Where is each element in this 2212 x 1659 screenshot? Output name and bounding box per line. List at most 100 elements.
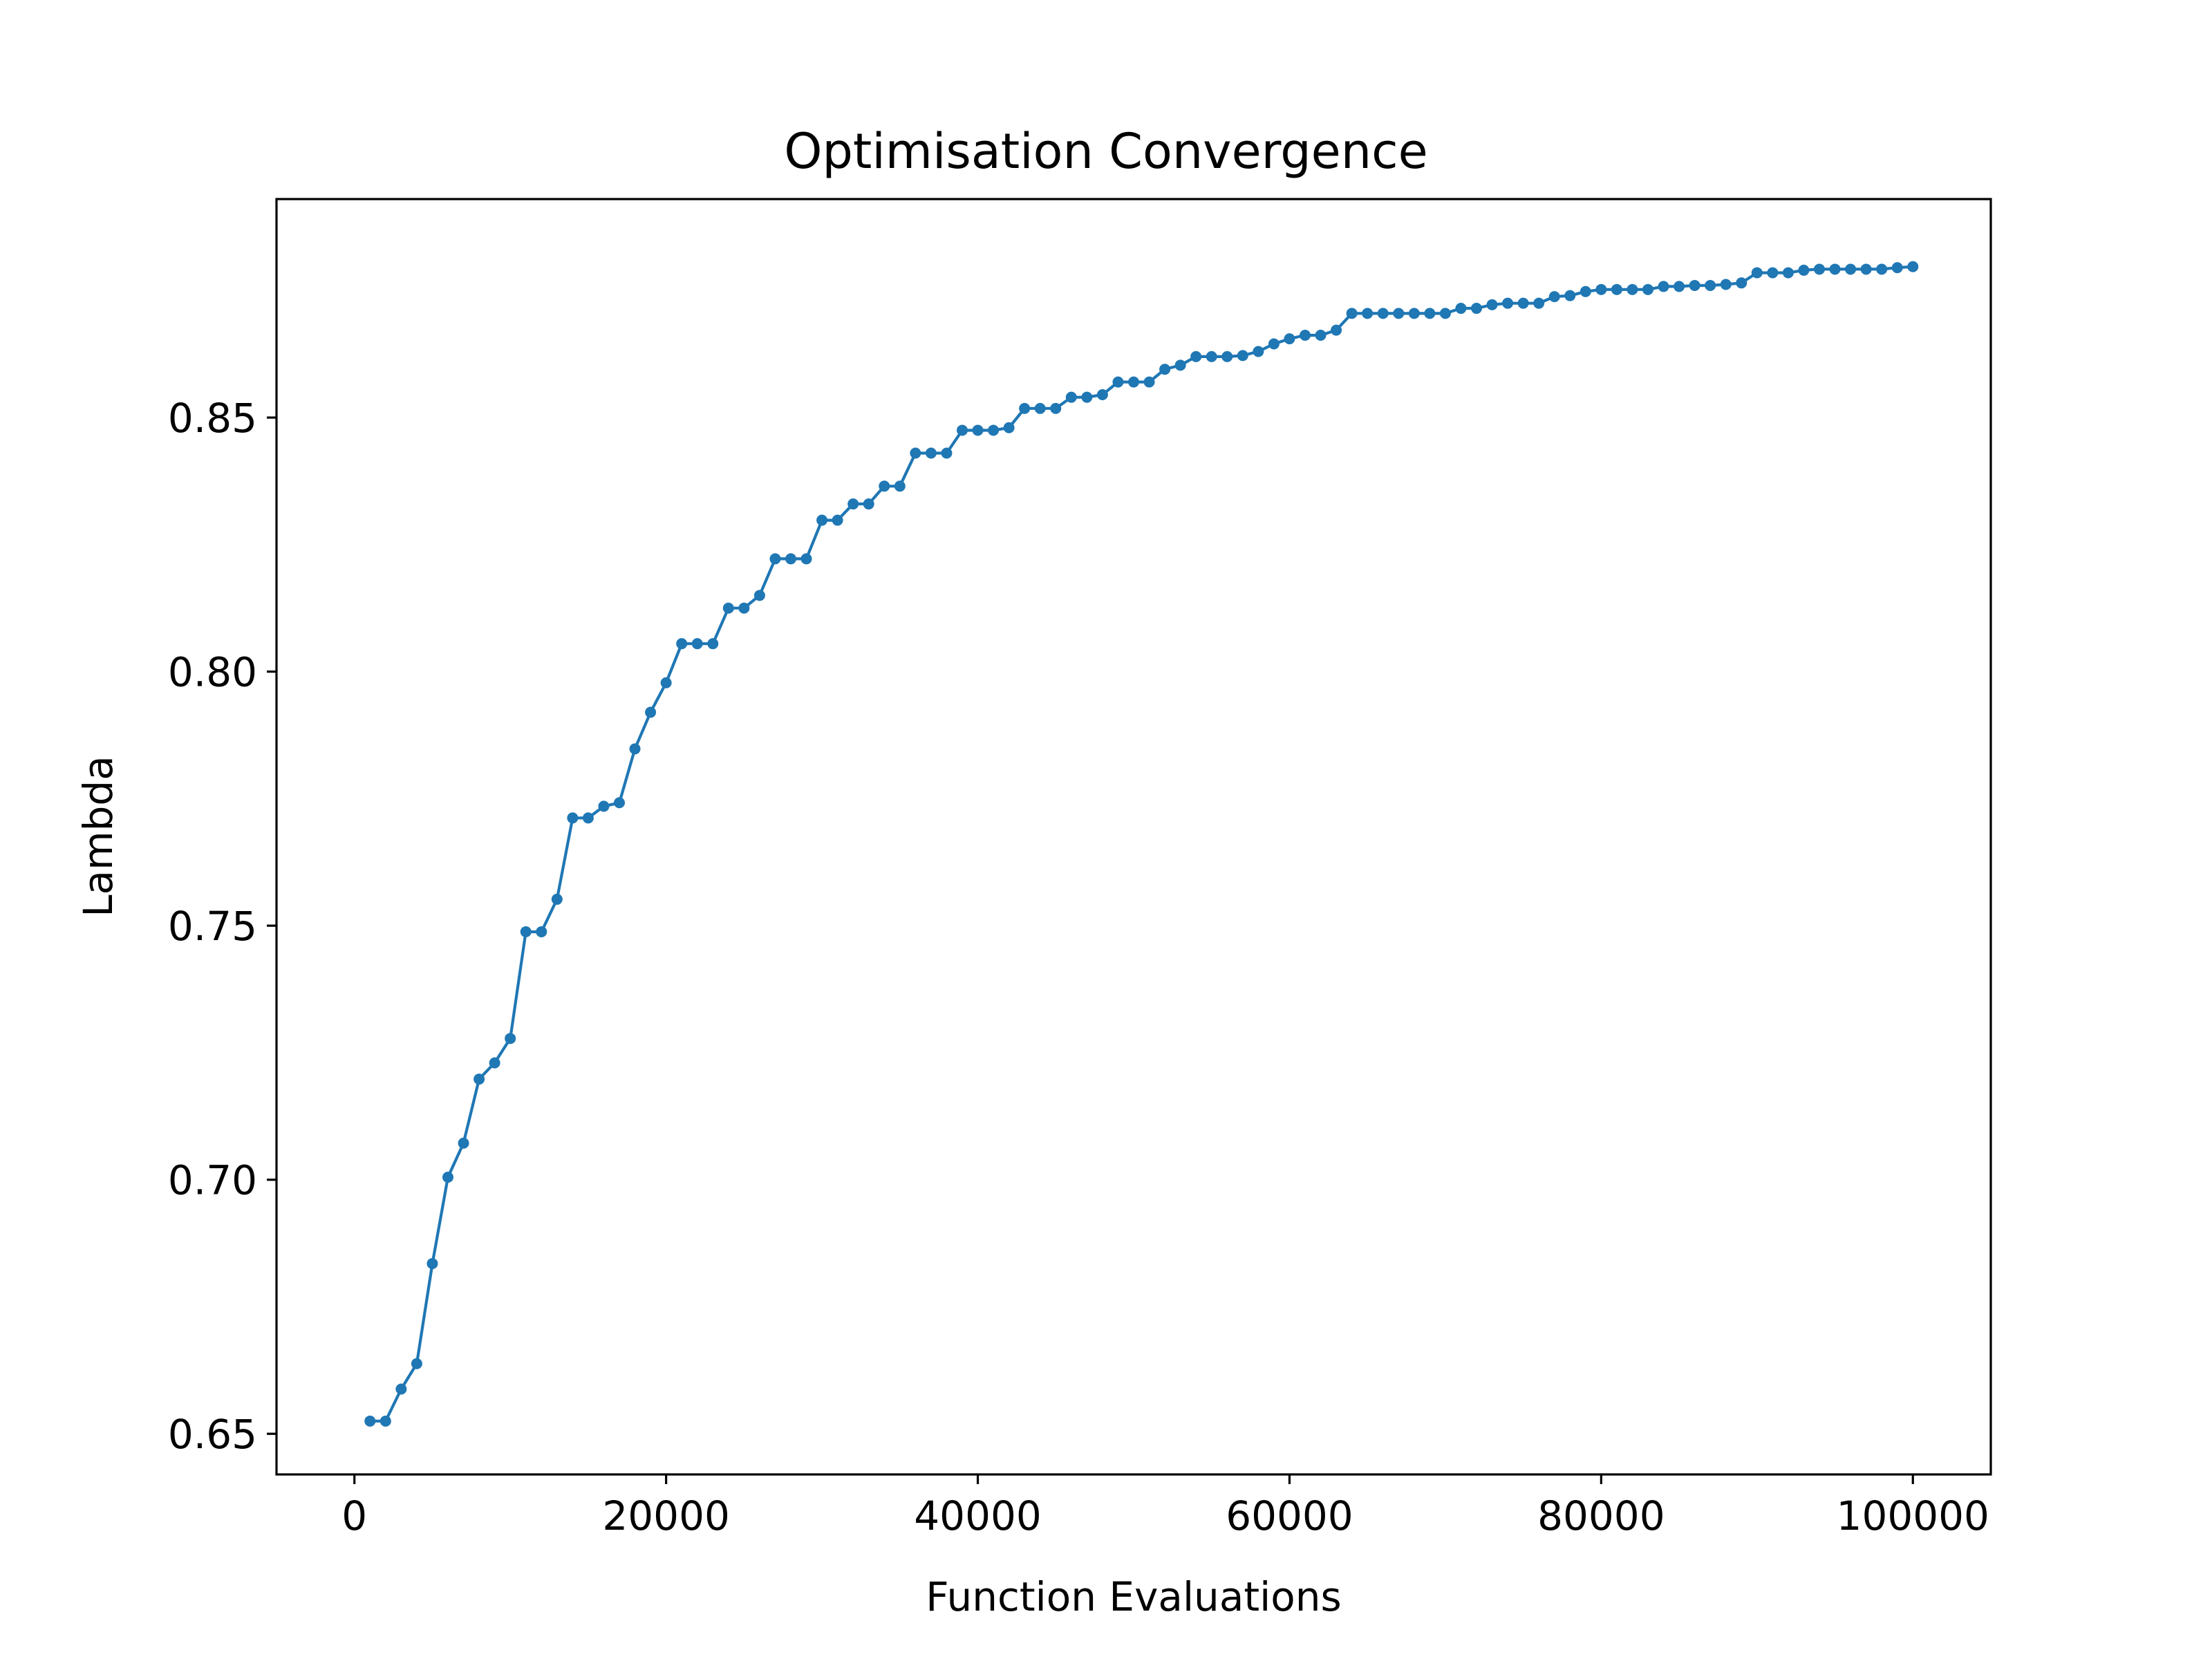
data-point xyxy=(1845,263,1857,275)
data-point xyxy=(1019,402,1031,414)
data-point xyxy=(1860,263,1872,275)
data-point xyxy=(614,797,625,809)
data-point xyxy=(379,1415,391,1427)
data-point xyxy=(1736,277,1747,289)
data-point xyxy=(1050,402,1062,414)
data-point xyxy=(1814,263,1825,275)
data-point xyxy=(1206,350,1217,362)
x-tick-label: 100000 xyxy=(1837,1492,1989,1539)
series-layer xyxy=(364,261,1919,1427)
data-point xyxy=(738,602,750,614)
data-point xyxy=(769,553,781,565)
data-point xyxy=(458,1137,469,1149)
data-point xyxy=(1674,281,1685,292)
data-point xyxy=(1034,402,1046,414)
data-point xyxy=(894,480,906,492)
data-point xyxy=(816,514,828,526)
y-tick-label: 0.75 xyxy=(168,903,257,950)
data-point xyxy=(1642,283,1653,295)
data-point xyxy=(988,424,1000,436)
data-point xyxy=(536,926,547,937)
data-point xyxy=(1221,350,1233,362)
data-point xyxy=(847,498,859,510)
data-point xyxy=(551,893,563,905)
data-point xyxy=(1767,267,1779,279)
data-point xyxy=(1081,391,1093,403)
data-point xyxy=(832,514,843,526)
data-point xyxy=(582,812,594,824)
y-axis-ticks: 0.65 0.70 0.75 0.80 0.85 xyxy=(168,395,276,1458)
data-point xyxy=(1003,422,1015,433)
series-line xyxy=(370,265,1913,1423)
x-axis-ticks: 0 20000 40000 60000 80000 100000 xyxy=(341,1474,1989,1539)
data-point xyxy=(972,424,984,436)
data-point xyxy=(1907,261,1919,272)
data-point xyxy=(1782,267,1794,279)
y-tick-label: 0.85 xyxy=(168,395,257,442)
data-point xyxy=(660,677,672,688)
plot-frame xyxy=(275,198,1992,1476)
data-point xyxy=(722,602,734,614)
data-point xyxy=(1408,308,1420,319)
data-point xyxy=(1564,290,1576,301)
data-point xyxy=(645,706,657,718)
data-point xyxy=(753,590,765,601)
data-point xyxy=(1424,308,1436,319)
data-point xyxy=(1300,329,1311,341)
data-point xyxy=(1331,324,1342,336)
data-point xyxy=(489,1057,500,1069)
data-point xyxy=(676,638,688,650)
data-point xyxy=(1517,297,1529,309)
data-point xyxy=(1174,359,1186,371)
data-point xyxy=(1284,333,1295,345)
data-point xyxy=(1439,308,1451,319)
data-point xyxy=(629,743,641,755)
x-tick-label: 40000 xyxy=(914,1492,1042,1539)
data-point xyxy=(1362,308,1374,319)
data-point xyxy=(1751,267,1763,279)
data-point xyxy=(1315,329,1327,341)
data-point xyxy=(1377,308,1389,319)
data-point xyxy=(707,638,719,650)
data-point xyxy=(1829,263,1841,275)
x-axis-label: Function Evaluations xyxy=(926,1573,1341,1620)
data-point xyxy=(910,447,921,459)
data-point xyxy=(1891,262,1903,274)
data-point xyxy=(1876,263,1888,275)
y-tick-label: 0.65 xyxy=(168,1411,257,1458)
y-axis-label: Lambda xyxy=(75,756,122,917)
data-point xyxy=(598,800,610,812)
y-tick-label: 0.80 xyxy=(168,649,257,696)
data-point xyxy=(442,1171,453,1183)
data-point xyxy=(1658,281,1669,292)
data-point xyxy=(863,498,874,510)
data-point xyxy=(427,1257,438,1269)
data-point xyxy=(520,926,532,937)
data-point xyxy=(1627,283,1638,295)
x-tick-label: 60000 xyxy=(1226,1492,1353,1539)
data-point xyxy=(364,1415,376,1427)
data-point xyxy=(879,480,890,492)
data-point xyxy=(1533,297,1545,309)
x-tick-label: 80000 xyxy=(1537,1492,1665,1539)
data-point xyxy=(1253,346,1264,357)
data-point xyxy=(395,1383,407,1395)
data-point xyxy=(505,1033,516,1044)
y-tick-label: 0.70 xyxy=(168,1157,257,1204)
data-point xyxy=(1611,283,1622,295)
data-point xyxy=(1705,279,1716,291)
data-point xyxy=(1346,308,1358,319)
data-point xyxy=(1502,297,1514,309)
data-point xyxy=(1486,299,1498,310)
data-point xyxy=(1128,376,1139,388)
data-point xyxy=(1580,285,1591,297)
data-point xyxy=(1798,264,1810,276)
data-point xyxy=(691,638,703,650)
data-point xyxy=(1065,391,1077,403)
chart-title: Optimisation Convergence xyxy=(784,123,1427,180)
data-point xyxy=(1548,291,1560,303)
data-point xyxy=(1471,303,1482,315)
data-point xyxy=(1096,388,1108,400)
data-point xyxy=(957,424,968,436)
